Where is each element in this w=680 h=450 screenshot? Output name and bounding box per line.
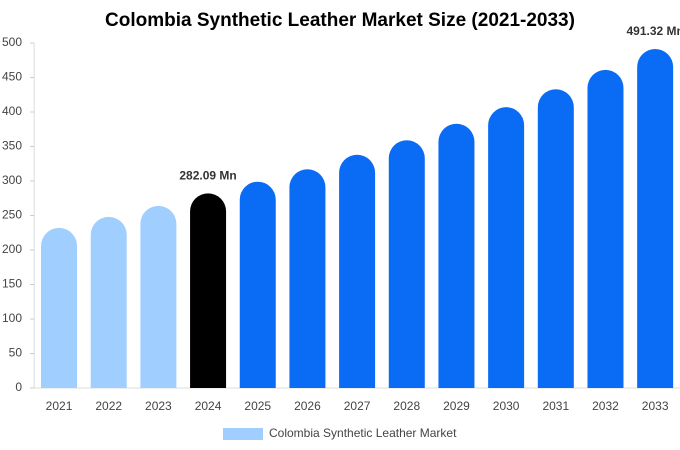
x-tick-label: 2024: [195, 399, 222, 413]
x-tick-label: 2030: [493, 399, 520, 413]
y-tick-label: 500: [2, 35, 22, 49]
y-tick-label: 200: [2, 242, 22, 256]
bar: [637, 48, 674, 388]
x-tick-label: 2031: [542, 399, 569, 413]
bar: [190, 193, 227, 388]
value-label: 491.32 Mn: [626, 24, 680, 38]
x-tick-label: 2026: [294, 399, 321, 413]
y-tick-label: 450: [2, 70, 22, 84]
x-tick-label: 2025: [244, 399, 271, 413]
value-label: 282.09 Mn: [179, 169, 236, 183]
bar: [438, 123, 475, 389]
y-tick-label: 400: [2, 104, 22, 118]
x-tick-label: 2029: [443, 399, 470, 413]
bar: [587, 69, 624, 388]
bar: [339, 154, 376, 388]
legend-label: Colombia Synthetic Leather Market: [269, 426, 457, 440]
chart-title: Colombia Synthetic Leather Market Size (…: [105, 10, 575, 31]
x-tick-label: 2033: [642, 399, 669, 413]
y-tick-label: 100: [2, 311, 22, 325]
x-tick-label: 2023: [145, 399, 172, 413]
bar: [537, 89, 574, 388]
x-tick-label: 2022: [95, 399, 122, 413]
y-tick-label: 250: [2, 208, 22, 222]
x-tick-label: 2021: [46, 399, 73, 413]
bar: [90, 216, 127, 388]
y-tick-label: 50: [9, 346, 23, 360]
x-tick-label: 2032: [592, 399, 619, 413]
bar: [388, 140, 425, 388]
y-tick-label: 150: [2, 277, 22, 291]
legend-swatch: [223, 428, 263, 440]
bar: [289, 169, 326, 388]
bar: [239, 181, 276, 388]
y-tick-label: 350: [2, 139, 22, 153]
bar: [488, 107, 525, 388]
bar: [41, 227, 78, 388]
y-tick-label: 300: [2, 173, 22, 187]
x-tick-label: 2027: [344, 399, 371, 413]
y-tick-label: 0: [15, 380, 22, 394]
x-tick-label: 2028: [393, 399, 420, 413]
bar: [140, 205, 177, 388]
